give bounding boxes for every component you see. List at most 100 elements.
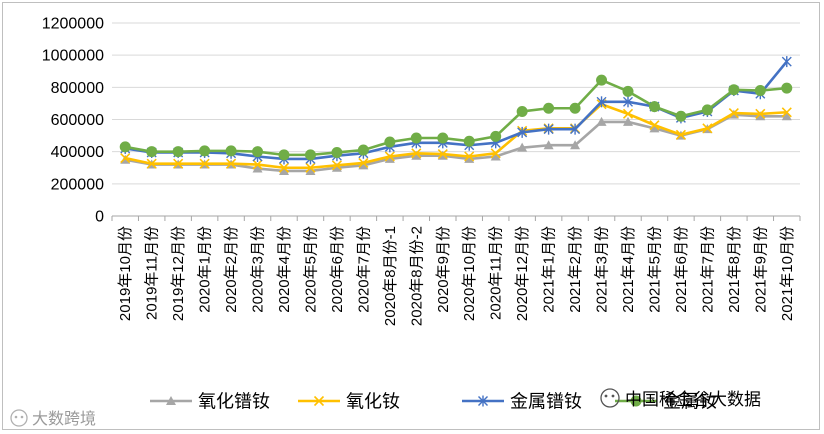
x-tick-label: 2019年11月份 (144, 226, 161, 320)
x-tick-label: 2020年8月份-2 (408, 226, 425, 326)
x-tick-label: 2019年10月份 (117, 226, 134, 321)
legend-label: 氧化镨钕 (198, 392, 270, 412)
data-point (172, 146, 184, 158)
data-point-stroke (305, 162, 316, 173)
x-tick-label: 2021年8月份 (726, 226, 743, 313)
data-point (304, 149, 316, 161)
data-point (490, 151, 501, 161)
data-point (755, 108, 766, 119)
y-tick-label: 600000 (51, 112, 104, 129)
data-point (516, 105, 528, 117)
data-point (596, 116, 607, 126)
data-point (305, 162, 316, 173)
data-point (279, 165, 289, 175)
legend: 氧化镨钕 氧化钕 金属镨钕 金属钕 (150, 392, 717, 412)
y-tick-label: 1200000 (42, 16, 104, 33)
data-point (630, 395, 642, 407)
x-tick-label: 2021年9月份 (752, 226, 769, 313)
data-point (199, 145, 211, 157)
y-tick-label: 200000 (51, 176, 104, 193)
y-tick-label: 1000000 (42, 48, 104, 65)
x-tick-label: 2020年12月份 (514, 226, 531, 321)
data-point (675, 110, 687, 122)
data-point (517, 126, 528, 138)
x-tick-label: 2021年7月份 (699, 226, 716, 313)
data-point (437, 149, 448, 160)
data-point (596, 74, 608, 86)
watermark-left-text: 大数跨境 (32, 409, 96, 428)
data-point (543, 140, 554, 150)
data-point (313, 395, 325, 407)
data-point (252, 159, 263, 170)
data-point (754, 85, 766, 97)
data-point (596, 96, 607, 108)
wechat-icon (600, 388, 620, 408)
data-point-stroke (199, 158, 210, 169)
data-point (781, 82, 793, 94)
data-point (490, 130, 502, 142)
data-point (199, 158, 210, 169)
x-tick-label: 2020年10月份 (461, 226, 478, 321)
data-point (358, 157, 369, 168)
data-point (331, 160, 342, 171)
data-point-stroke (464, 151, 475, 162)
x-tick-label: 2021年1月份 (541, 226, 558, 313)
data-point (570, 140, 581, 150)
data-point (225, 145, 237, 157)
x-tick-label: 2020年9月份 (435, 226, 452, 313)
data-point (146, 158, 157, 169)
watermark-right-text: 中国稀金谷大数据 (625, 390, 761, 409)
gridlines (112, 22, 800, 217)
watermark-right: 中国稀金谷大数据 (600, 388, 761, 409)
x-tick-label: 2021年2月份 (567, 226, 584, 313)
data-point (781, 111, 792, 121)
data-point (728, 84, 740, 96)
data-point (781, 107, 792, 118)
data-point (569, 102, 581, 114)
data-point-stroke (755, 108, 766, 119)
data-point (331, 146, 343, 158)
data-point (384, 153, 395, 163)
data-point (517, 142, 528, 152)
data-point-stroke (649, 120, 660, 131)
data-point-stroke (226, 158, 237, 169)
data-point-stroke (411, 148, 422, 159)
data-point (755, 111, 766, 121)
data-point (278, 162, 290, 173)
data-point (728, 108, 739, 119)
y-tick-label: 800000 (51, 80, 104, 97)
x-tick-label: 2021年3月份 (594, 226, 611, 313)
data-point (543, 102, 555, 114)
data-point (437, 132, 449, 144)
data-point (173, 158, 184, 169)
logo-icon (10, 409, 28, 427)
plot-area (119, 56, 793, 175)
data-point (570, 123, 581, 135)
data-point-stroke (490, 148, 501, 159)
data-point (120, 153, 131, 164)
data-point (623, 96, 633, 108)
x-tick-label: 2020年8月份-1 (382, 226, 399, 326)
x-tick-label: 2020年2月份 (223, 226, 240, 313)
data-point-stroke (331, 160, 342, 171)
data-point (463, 135, 475, 147)
data-point (411, 150, 422, 160)
data-point (649, 120, 660, 131)
legend-item-4: 金属钕 (615, 392, 717, 412)
data-point (357, 144, 369, 156)
data-point (464, 153, 475, 163)
data-point (410, 132, 422, 144)
x-tick-label: 2020年5月份 (302, 226, 319, 313)
data-point (622, 85, 634, 97)
legend-label: 金属镨钕 (510, 392, 582, 412)
data-point (648, 101, 660, 113)
data-point-stroke (313, 395, 325, 407)
y-axis: 0 200000 400000 600000 800000 1000000 1200000 (42, 16, 104, 226)
data-point (622, 108, 634, 119)
legend-label: 氧化钕 (346, 392, 400, 412)
data-point (384, 136, 396, 148)
data-point (384, 151, 395, 162)
data-point-stroke (358, 157, 369, 168)
data-point-stroke (278, 162, 290, 173)
